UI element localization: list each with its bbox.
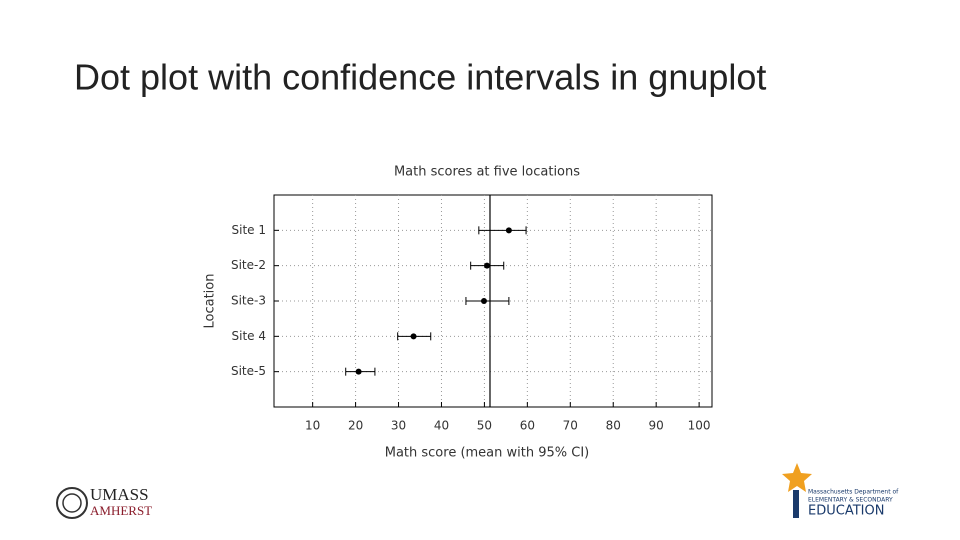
figure <box>793 490 799 518</box>
logo-text: AMHERST <box>90 503 152 518</box>
star <box>782 463 812 492</box>
x-tick-label: 20 <box>348 419 363 433</box>
x-tick-label: 80 <box>606 419 621 433</box>
dot <box>355 368 362 375</box>
logo-text: UMASS <box>90 485 149 504</box>
x-tick-label: 50 <box>477 419 492 433</box>
x-tick-label: 30 <box>391 419 406 433</box>
seal-inner <box>62 493 82 513</box>
logo-text: Massachusetts Department of <box>808 489 899 496</box>
x-tick-label: 90 <box>649 419 664 433</box>
y-tick-label: Site 4 <box>232 329 267 343</box>
y-tick-label: Site 1 <box>232 223 267 237</box>
dot <box>483 262 490 269</box>
chart-title: Math scores at five locations <box>394 165 580 180</box>
y-axis-label: Location <box>203 274 218 329</box>
dot <box>505 227 512 234</box>
slide-title: Dot plot with confidence intervals in gn… <box>74 57 766 98</box>
dot <box>410 333 417 340</box>
y-tick-label: Site-3 <box>231 294 266 308</box>
x-axis-label: Math score (mean with 95% CI) <box>385 446 590 461</box>
logo-text: EDUCATION <box>808 504 884 519</box>
ese-logo: Massachusetts Department of ELEMENTARY &… <box>782 463 899 519</box>
x-tick-label: 70 <box>563 419 578 433</box>
logo-text: ELEMENTARY & SECONDARY <box>808 497 893 504</box>
x-tick-label: 10 <box>305 419 320 433</box>
seal <box>56 487 88 519</box>
dot <box>480 298 487 304</box>
x-tick-label: 100 <box>688 419 711 433</box>
y-tick-label: Site-5 <box>231 364 266 378</box>
x-tick-label: 60 <box>520 419 535 433</box>
x-tick-label: 40 <box>434 419 449 433</box>
y-tick-label: Site-2 <box>231 258 266 272</box>
umass-logo: UMASS AMHERST <box>56 485 152 519</box>
